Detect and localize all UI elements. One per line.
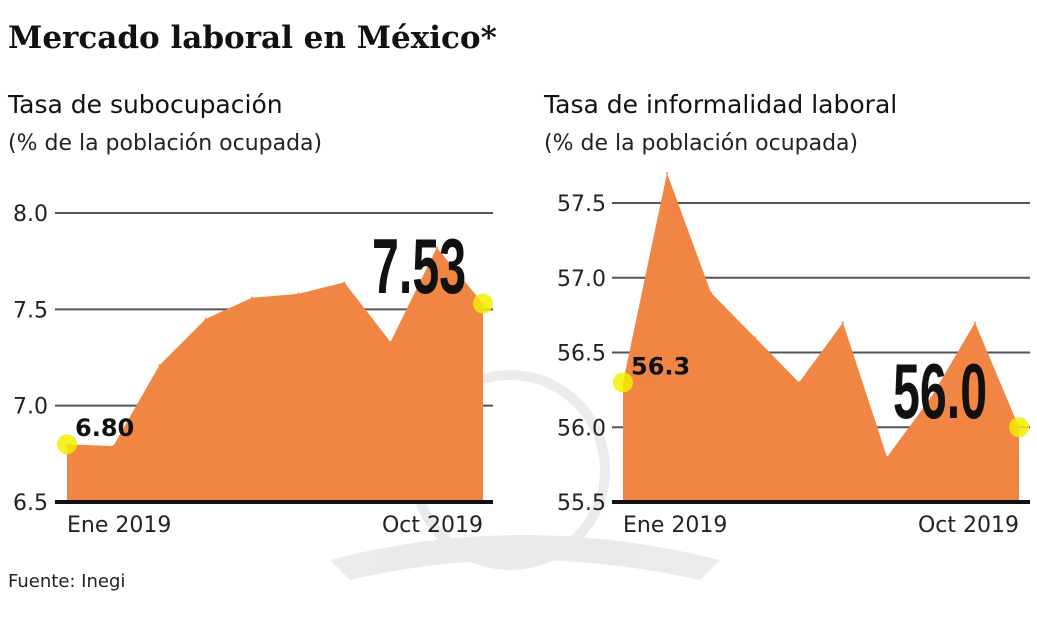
start-point-marker xyxy=(613,372,633,393)
y-axis-label: (% de la población ocupada) xyxy=(8,131,322,156)
x-tick-label: Ene 2019 xyxy=(67,513,171,538)
data-point-jun-2019 xyxy=(842,321,844,324)
area-series xyxy=(623,173,1019,502)
source-note: Fuente: Inegi xyxy=(8,571,125,592)
chart-title: Tasa de subocupación xyxy=(7,90,283,119)
end-value-label: 56.0 xyxy=(893,347,987,435)
start-value-label: 6.80 xyxy=(75,414,134,442)
data-point-abr-2019 xyxy=(204,317,207,320)
x-tick-label: Oct 2019 xyxy=(382,513,483,538)
start-point-marker xyxy=(57,434,77,455)
data-point-may-2019 xyxy=(250,296,253,299)
data-point-mar-2019 xyxy=(710,291,712,294)
start-value-label: 56.3 xyxy=(631,352,690,380)
y-tick-label: 56.5 xyxy=(557,342,606,367)
y-tick-label: 55.5 xyxy=(557,491,606,516)
chart-subocupacion: Tasa de subocupación (% de la población … xyxy=(7,90,493,538)
data-point-sep-2019 xyxy=(974,321,976,324)
y-tick-label: 57.0 xyxy=(557,267,606,292)
data-point-feb-2019 xyxy=(666,172,668,175)
data-point-jun-2019 xyxy=(297,292,300,295)
data-point-sep-2019 xyxy=(435,246,438,249)
data-point-jul-2019 xyxy=(886,456,888,459)
main-title: Mercado laboral en México* xyxy=(8,20,497,56)
end-point-marker xyxy=(1009,417,1029,438)
x-tick-label: Oct 2019 xyxy=(918,513,1019,538)
data-point-abr-2019 xyxy=(754,336,756,339)
chart-title: Tasa de informalidad laboral xyxy=(543,90,897,119)
chart-informalidad: Tasa de informalidad laboral (% de la po… xyxy=(543,90,1030,538)
y-tick-label: 56.0 xyxy=(557,416,606,441)
y-tick-label: 6.5 xyxy=(13,491,48,516)
y-tick-label: 7.5 xyxy=(13,298,48,323)
data-point-ago-2019 xyxy=(930,396,932,399)
data-point-ago-2019 xyxy=(389,341,392,344)
y-tick-label: 57.5 xyxy=(557,192,606,217)
end-value-label: 7.53 xyxy=(372,222,466,310)
y-tick-label: 8.0 xyxy=(13,202,48,227)
y-axis-label: (% de la población ocupada) xyxy=(544,131,858,156)
end-point-marker xyxy=(473,293,493,314)
data-point-may-2019 xyxy=(798,381,800,384)
data-point-mar-2019 xyxy=(158,364,161,367)
data-point-feb-2019 xyxy=(112,445,115,448)
y-tick-label: 7.0 xyxy=(13,395,48,420)
data-point-jul-2019 xyxy=(343,281,346,284)
area-series xyxy=(67,247,483,502)
x-tick-label: Ene 2019 xyxy=(623,513,727,538)
